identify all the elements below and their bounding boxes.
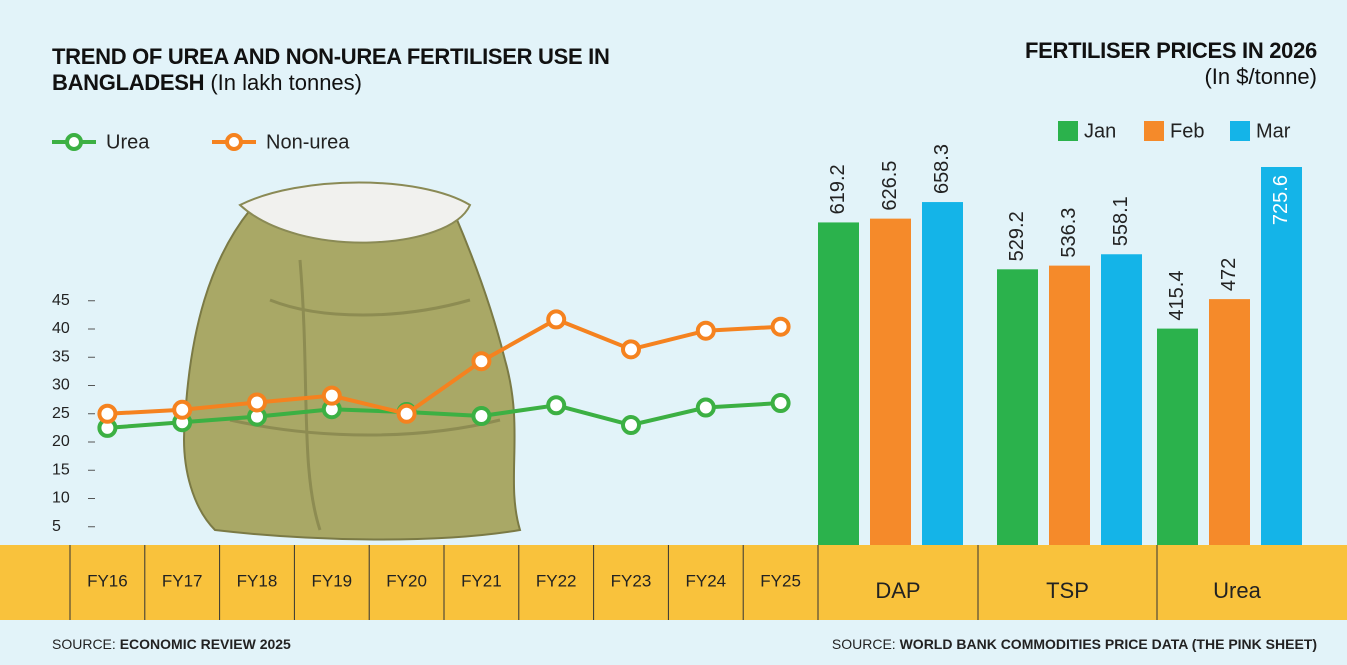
point bbox=[773, 319, 789, 335]
source: SOURCE: ECONOMIC REVIEW 2025 bbox=[52, 636, 291, 652]
line-chart-heading: TREND OF UREA AND NON-UREA FERTILISER US… bbox=[52, 44, 652, 96]
chart-title: FERTILISER PRICES IN 2026 bbox=[1025, 38, 1317, 63]
value-label: 536.3 bbox=[1058, 208, 1080, 258]
x-tick-label: FY17 bbox=[162, 571, 203, 590]
point bbox=[548, 311, 564, 327]
point bbox=[548, 397, 564, 413]
source-label: SOURCE: bbox=[832, 636, 896, 652]
y-tick-label: 40 bbox=[52, 320, 70, 337]
y-tick-label: 5 bbox=[52, 518, 61, 535]
bar bbox=[997, 269, 1038, 545]
value-label: 415.4 bbox=[1166, 271, 1188, 321]
point bbox=[773, 395, 789, 411]
legend-swatch bbox=[1230, 121, 1250, 141]
value-label: 472 bbox=[1218, 258, 1240, 291]
x-tick-label: FY22 bbox=[536, 571, 577, 590]
point bbox=[174, 402, 190, 418]
legend-swatch bbox=[1144, 121, 1164, 141]
source-text: ECONOMIC REVIEW 2025 bbox=[120, 636, 291, 652]
x-tick-label: DAP bbox=[875, 578, 920, 603]
x-tick-label: Urea bbox=[1213, 578, 1261, 603]
x-tick-label: FY21 bbox=[461, 571, 502, 590]
point bbox=[473, 353, 489, 369]
legend-swatch bbox=[227, 135, 241, 149]
value-label: 558.1 bbox=[1110, 196, 1132, 246]
y-tick-label: 20 bbox=[52, 433, 70, 450]
x-tick-label: FY19 bbox=[311, 571, 352, 590]
y-tick-label: 35 bbox=[52, 348, 70, 365]
point bbox=[698, 400, 714, 416]
chart: 5 10 15 20 25 30 35 40 45 FY16 FY17 FY18 FY19 FY20 FY2… bbox=[0, 0, 1347, 665]
point bbox=[399, 406, 415, 422]
x-tick-label: TSP bbox=[1046, 578, 1089, 603]
bar bbox=[1101, 254, 1142, 545]
legend-label: Feb bbox=[1170, 120, 1204, 142]
value-label: 658.3 bbox=[931, 144, 953, 194]
point bbox=[698, 323, 714, 339]
legend-swatch bbox=[67, 135, 81, 149]
x-tick-label: FY25 bbox=[760, 571, 801, 590]
x-tick-label: FY24 bbox=[685, 571, 726, 590]
chart-subtitle: (In lakh tonnes) bbox=[210, 70, 362, 95]
point bbox=[623, 417, 639, 433]
point bbox=[249, 394, 265, 410]
infographic: 5 10 15 20 25 30 35 40 45 FY16 FY17 FY18 FY19 FY20 FY2… bbox=[0, 0, 1347, 665]
bar bbox=[870, 219, 911, 545]
bar bbox=[1209, 299, 1250, 545]
y-tick-label: 30 bbox=[52, 377, 70, 394]
bar bbox=[1049, 266, 1090, 545]
legend-label: Mar bbox=[1256, 120, 1291, 142]
bar bbox=[1157, 329, 1198, 545]
value-label: 529.2 bbox=[1006, 211, 1028, 261]
point bbox=[324, 388, 340, 404]
sack-illustration bbox=[184, 183, 520, 540]
bar-chart-heading: FERTILISER PRICES IN 2026(In $/tonne) bbox=[1025, 38, 1317, 90]
legend-label: Jan bbox=[1084, 120, 1116, 142]
legend-label: Urea bbox=[106, 131, 150, 153]
legend-label: Non-urea bbox=[266, 131, 350, 153]
point bbox=[99, 406, 115, 422]
y-tick-label: 10 bbox=[52, 490, 70, 507]
bar bbox=[818, 222, 859, 545]
y-tick-label: 45 bbox=[52, 292, 70, 309]
source-text: WORLD BANK COMMODITIES PRICE DATA (THE P… bbox=[900, 636, 1317, 652]
x-tick-label: FY18 bbox=[237, 571, 278, 590]
value-label: 619.2 bbox=[827, 164, 849, 214]
legend-swatch bbox=[1058, 121, 1078, 141]
source: SOURCE: WORLD BANK COMMODITIES PRICE DAT… bbox=[832, 636, 1317, 652]
value-label: 626.5 bbox=[879, 161, 901, 211]
x-tick-label: FY20 bbox=[386, 571, 427, 590]
y-tick-label: 25 bbox=[52, 405, 70, 422]
chart-subtitle: (In $/tonne) bbox=[1204, 64, 1317, 89]
value-label: 725.6 bbox=[1270, 175, 1292, 225]
point bbox=[473, 408, 489, 424]
x-tick-label: FY23 bbox=[611, 571, 652, 590]
point bbox=[623, 341, 639, 357]
y-tick-label: 15 bbox=[52, 461, 70, 478]
bar bbox=[922, 202, 963, 545]
source-label: SOURCE: bbox=[52, 636, 116, 652]
x-tick-label: FY16 bbox=[87, 571, 128, 590]
